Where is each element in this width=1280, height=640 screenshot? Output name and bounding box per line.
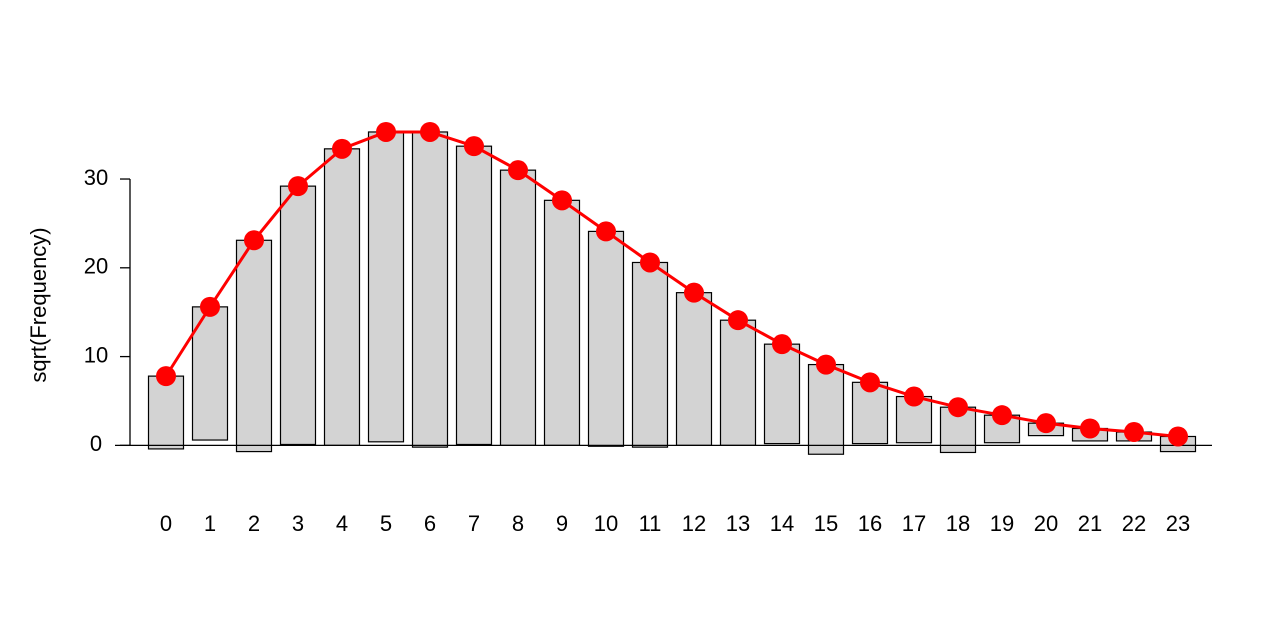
bar (807, 363, 845, 455)
y-tick-label: 0 (90, 431, 102, 456)
x-tick-label: 18 (946, 511, 970, 536)
bar (719, 319, 757, 446)
fitted-point (464, 136, 484, 157)
x-tick-label: 22 (1122, 511, 1146, 536)
x-tick-label: 21 (1078, 511, 1102, 536)
x-tick-label: 9 (556, 511, 568, 536)
fitted-point (552, 190, 572, 211)
x-tick-label: 14 (770, 511, 794, 536)
x-tick-label: 17 (902, 511, 926, 536)
fitted-point (508, 160, 528, 181)
bar (455, 145, 493, 446)
bar (543, 199, 581, 446)
fitted-point (904, 386, 924, 407)
fitted-point (992, 405, 1012, 426)
fitted-point (684, 282, 704, 303)
x-tick-label: 20 (1034, 511, 1058, 536)
y-axis-label: sqrt(Frequency) (26, 227, 51, 382)
bar (587, 230, 625, 447)
x-tick-label: 7 (468, 511, 480, 536)
bar (499, 169, 537, 446)
bar (851, 381, 889, 445)
x-tick-label: 2 (248, 511, 260, 536)
x-tick-label: 16 (858, 511, 882, 536)
fitted-point (200, 296, 220, 317)
fitted-point (1168, 426, 1188, 447)
fitted-line (164, 130, 1179, 438)
fitted-point (244, 230, 264, 251)
fitted-point (772, 334, 792, 355)
fitted-point (420, 121, 440, 142)
fitted-point (156, 366, 176, 387)
bar (631, 261, 669, 448)
x-tick-label: 11 (639, 511, 662, 536)
bar (367, 131, 405, 443)
y-tick-label: 20 (84, 254, 108, 279)
bar (147, 375, 185, 450)
x-tick-label: 3 (292, 511, 304, 536)
fitted-point (1080, 418, 1100, 439)
fitted-point (332, 138, 352, 159)
fitted-point (376, 121, 396, 142)
bar (279, 185, 317, 446)
fitted-point (1036, 413, 1056, 434)
x-tick-label: 1 (204, 511, 216, 536)
x-tick-label: 4 (336, 511, 348, 536)
fitted-point (288, 176, 308, 197)
y-tick-label: 10 (84, 342, 108, 367)
x-tick-label: 10 (594, 511, 618, 536)
x-tick-label: 8 (512, 511, 524, 536)
fitted-point (596, 221, 616, 242)
x-tick-label: 0 (160, 511, 172, 536)
fitted-point (728, 310, 748, 331)
x-tick-label: 6 (424, 511, 436, 536)
x-tick-label: 23 (1166, 511, 1190, 536)
fitted-point (816, 354, 836, 375)
fitted-point (860, 372, 880, 393)
fitted-point (1124, 422, 1144, 443)
fitted-point (640, 252, 660, 273)
x-tick-label: 19 (990, 511, 1014, 536)
bar (763, 343, 801, 445)
bar (411, 131, 449, 448)
x-tick-label: 15 (814, 511, 838, 536)
x-tick-label: 5 (380, 511, 392, 536)
bar (323, 148, 361, 446)
y-tick-label: 30 (84, 165, 108, 190)
fitted-point (948, 397, 968, 418)
bar (675, 292, 713, 446)
bar (235, 239, 273, 453)
x-tick-label: 13 (726, 511, 750, 536)
bar (191, 306, 229, 441)
x-tick-label: 12 (682, 511, 706, 536)
